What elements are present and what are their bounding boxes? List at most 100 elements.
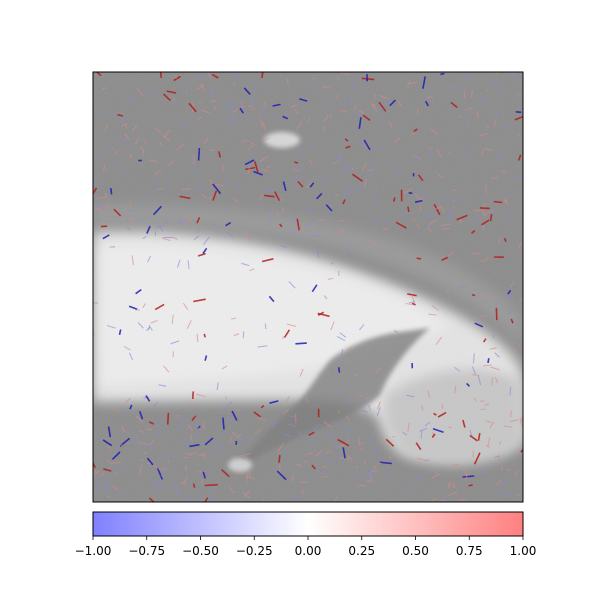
attribution-speck: [228, 417, 233, 424]
attribution-speck: [103, 164, 106, 173]
attribution-speck: [93, 461, 97, 469]
attribution-speck: [431, 305, 440, 311]
attribution-speck: [471, 293, 476, 297]
attribution-speck: [345, 246, 350, 254]
attribution-speck: [176, 143, 185, 151]
attribution-speck: [167, 460, 170, 465]
attribution-speck: [481, 209, 486, 216]
attribution-speck: [202, 247, 208, 254]
attribution-speck: [416, 257, 422, 260]
attribution-speck: [368, 404, 371, 411]
attribution-speck: [234, 74, 240, 78]
attribution-speck: [518, 242, 522, 249]
attribution-speck: [416, 223, 420, 229]
attribution-speck: [338, 154, 342, 162]
attribution-speck: [254, 161, 259, 173]
attribution-speck: [241, 262, 250, 267]
attribution-speck: [145, 428, 153, 431]
attribution-speck: [479, 207, 490, 210]
attribution-speck: [414, 155, 423, 162]
attribution-speck: [503, 123, 510, 128]
attribution-speck: [450, 101, 458, 109]
attribution-speck: [148, 421, 155, 425]
attribution-speck: [114, 149, 119, 156]
attribution-speck: [142, 303, 146, 309]
attribution-speck: [359, 110, 366, 115]
attribution-speck: [274, 191, 281, 202]
attribution-speck: [417, 174, 424, 182]
attribution-speck: [481, 293, 487, 297]
attribution-speck: [296, 121, 302, 131]
attribution-speck: [295, 463, 303, 467]
attribution-speck: [515, 111, 522, 114]
attribution-speck: [325, 204, 333, 212]
attribution-speck: [401, 210, 407, 217]
attribution-speck: [189, 443, 200, 448]
attribution-speck: [181, 188, 192, 191]
attribution-speck: [479, 472, 488, 476]
attribution-speck: [513, 348, 518, 354]
attribution-speck: [289, 230, 295, 235]
image-noise: [93, 72, 523, 502]
attribution-speck: [456, 214, 468, 221]
attribution-speck: [402, 431, 408, 436]
attribution-speck: [238, 104, 244, 109]
attribution-speck: [197, 498, 205, 502]
attribution-speck: [351, 84, 359, 91]
colorbar-tick-label: 0.00: [295, 544, 322, 558]
attribution-speck: [424, 212, 433, 219]
attribution-speck: [376, 113, 382, 118]
attribution-speck: [334, 194, 339, 197]
attribution-speck: [424, 100, 430, 107]
attribution-speck: [341, 169, 348, 173]
attribution-speck: [323, 114, 329, 123]
attribution-speck: [463, 90, 466, 100]
attribution-speck: [260, 86, 266, 90]
attribution-speck: [281, 207, 285, 213]
attribution-speck: [489, 423, 493, 429]
attribution-speck: [411, 294, 416, 304]
attribution-speck: [454, 117, 458, 123]
attribution-speck: [137, 322, 144, 329]
attribution-speck: [101, 86, 107, 90]
attribution-speck: [358, 395, 363, 398]
attribution-speck: [403, 188, 412, 195]
attribution-speck: [445, 290, 451, 293]
attribution-speck: [298, 148, 300, 157]
attribution-speck: [260, 404, 265, 409]
attribution-speck: [428, 150, 433, 159]
attribution-speck: [163, 365, 170, 373]
attribution-speck: [472, 252, 480, 255]
attribution-speck: [358, 437, 361, 447]
colorbar-tick-label: 0.75: [456, 544, 483, 558]
attribution-speck: [245, 166, 256, 171]
attribution-speck: [164, 464, 167, 472]
attribution-speck: [503, 237, 507, 242]
attribution-speck: [257, 416, 266, 421]
attribution-speck: [282, 115, 289, 120]
attribution-speck: [93, 489, 98, 493]
attribution-speck: [434, 214, 441, 217]
attribution-speck: [229, 436, 233, 443]
attribution-speck: [503, 425, 513, 428]
attribution-speck: [128, 352, 134, 361]
attribution-speck: [101, 472, 104, 477]
attribution-speck: [102, 439, 113, 447]
attribution-speck: [266, 165, 272, 169]
attribution-speck: [294, 161, 299, 164]
attribution-speck: [117, 468, 126, 472]
attribution-speck: [494, 352, 500, 358]
attribution-speck: [405, 302, 413, 306]
attribution-speck: [407, 206, 410, 212]
attribution-speck: [373, 464, 377, 470]
attribution-speck: [174, 482, 179, 491]
attribution-speck: [187, 424, 193, 431]
attribution-speck: [260, 107, 266, 115]
attribution-speck: [195, 185, 198, 189]
attribution-speck: [148, 438, 156, 446]
attribution-speck: [418, 197, 425, 201]
attribution-speck: [163, 129, 171, 138]
attribution-speck: [196, 333, 199, 343]
attribution-overlay: [93, 72, 523, 502]
